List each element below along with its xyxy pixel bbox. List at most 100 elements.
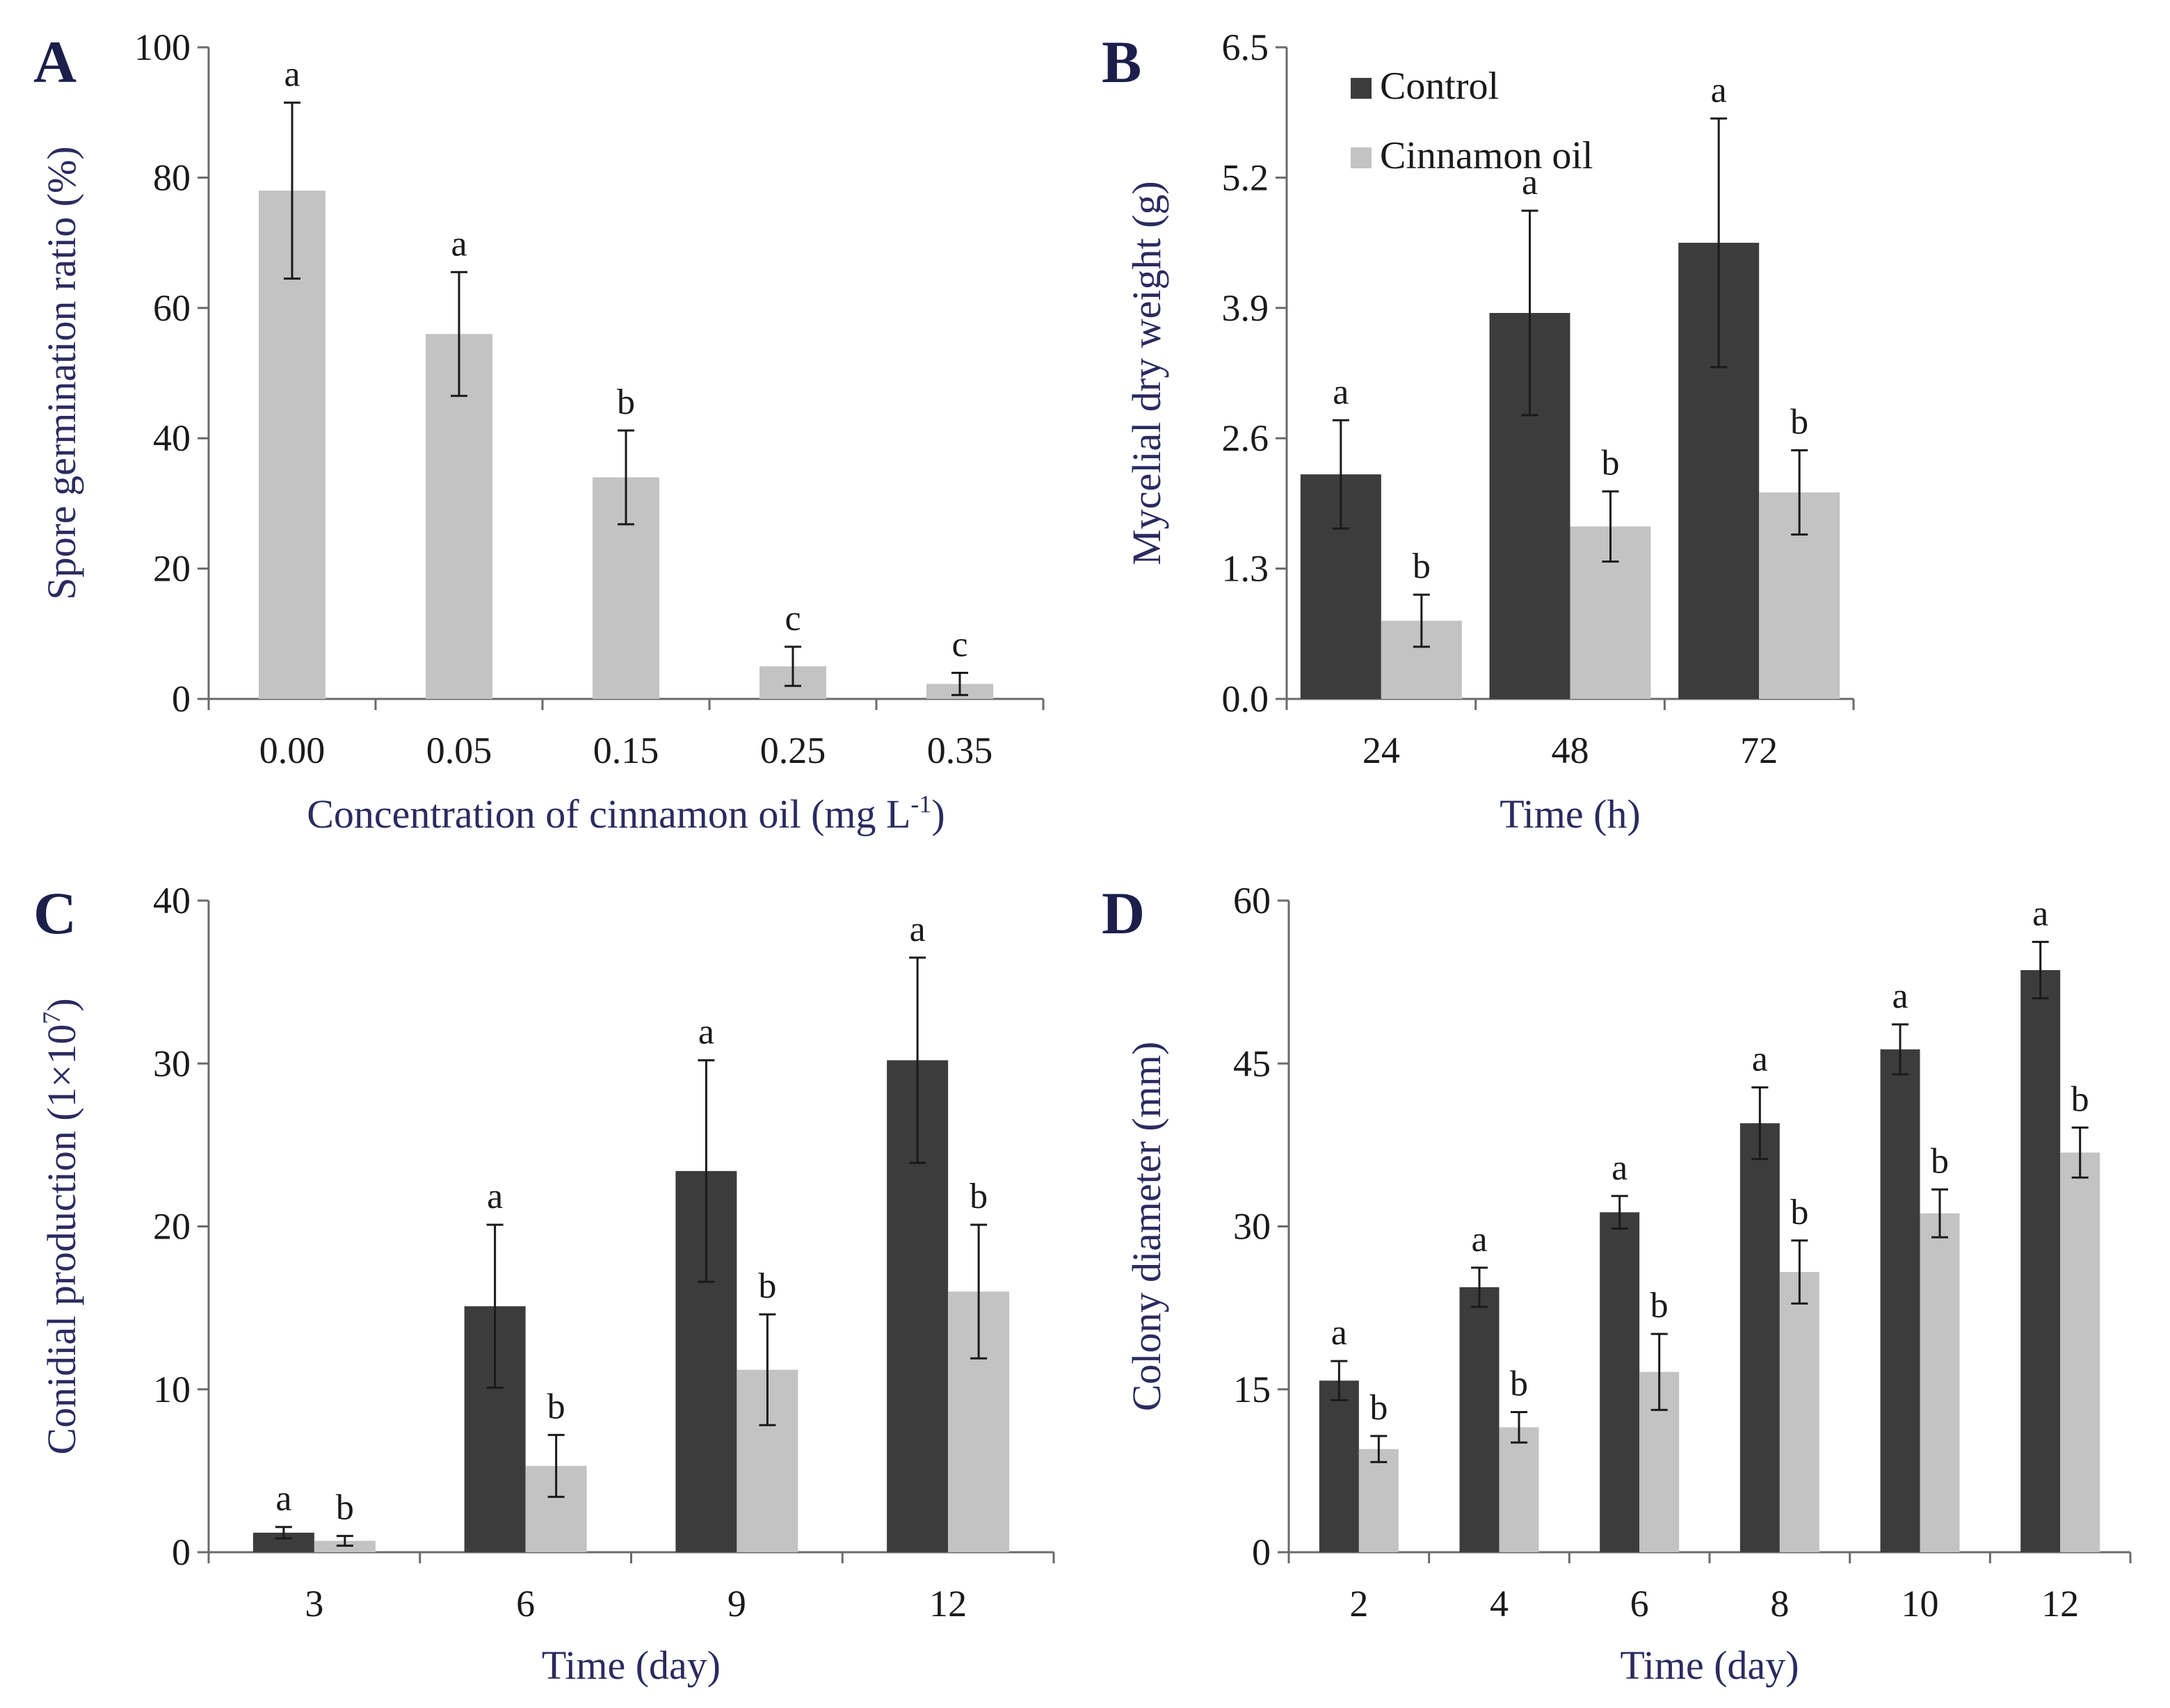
panel-d-y-tick-label: 60 bbox=[1233, 880, 1271, 921]
panel-d-x-tick-label: 4 bbox=[1490, 1583, 1509, 1625]
legend-swatch-cinnamon-oil bbox=[1351, 147, 1372, 168]
panel-d-significance-label: a bbox=[1612, 1148, 1628, 1188]
panel-c-significance-label: a bbox=[910, 910, 926, 949]
legend-label-control: Control bbox=[1380, 65, 1499, 108]
panel-a-y-axis-title: Spore germination ratio (%) bbox=[39, 146, 84, 599]
panel-d-y-axis-title: Colony diameter (mm) bbox=[1124, 1042, 1169, 1412]
panel-a-significance-label: c bbox=[951, 625, 967, 665]
panel-a-significance-label: b bbox=[617, 382, 635, 422]
panel-d-bar-cinnamon-oil-8 bbox=[1779, 1272, 1819, 1552]
panel-c-x-tick-label: 12 bbox=[929, 1583, 967, 1625]
panel-d-bar-cinnamon-oil-10 bbox=[1920, 1213, 1960, 1552]
panel-c-letter: C bbox=[33, 880, 77, 946]
panel-c-x-axis-title: Time (day) bbox=[542, 1643, 721, 1688]
panel-c-chart: C 0 10 20 30 40 a b 3 a b 6 a b 9 a b 12 Time (day) Conidi… bbox=[33, 880, 1055, 1688]
panel-a-x-tick-label: 0.35 bbox=[927, 730, 993, 771]
panel-a-y-tick-label: 60 bbox=[153, 287, 191, 329]
panel-d-bar-control-2 bbox=[1319, 1380, 1359, 1552]
panel-a-y-tick-label: 80 bbox=[153, 156, 191, 198]
panel-b-significance-label: b bbox=[1413, 547, 1431, 586]
panel-a-significance-label: a bbox=[451, 224, 467, 264]
panel-d-bar-cinnamon-oil-4 bbox=[1499, 1427, 1539, 1552]
panel-b-significance-label: a bbox=[1333, 372, 1349, 412]
panel-a-x-tick-label: 0.05 bbox=[426, 730, 492, 771]
panel-d-letter: D bbox=[1102, 880, 1145, 946]
panel-d-significance-label: b bbox=[1510, 1364, 1528, 1404]
panel-b-significance-label: b bbox=[1790, 402, 1808, 442]
panel-d-significance-label: a bbox=[1331, 1313, 1347, 1353]
panel-d-bar-control-12 bbox=[2020, 969, 2061, 1552]
panel-a-x-tick-label: 0.00 bbox=[259, 730, 326, 771]
panel-d-bar-control-8 bbox=[1739, 1123, 1780, 1552]
panel-b-y-tick-label: 3.9 bbox=[1222, 287, 1269, 329]
panel-a-chart: A 0 20 40 60 80 100 a 0.00 a 0.05 b 0.15 c 0.25 c 0.35 C… bbox=[33, 26, 1045, 837]
panel-d-significance-label: a bbox=[1471, 1220, 1487, 1259]
panel-b-y-tick-label: 1.3 bbox=[1222, 548, 1269, 590]
panel-b-significance-label: b bbox=[1602, 444, 1620, 483]
panel-c-significance-label: b bbox=[547, 1387, 565, 1426]
panel-c-significance-label: a bbox=[275, 1479, 291, 1519]
panel-a-x-tick-label: 0.15 bbox=[593, 730, 659, 771]
legend-swatch-control bbox=[1351, 78, 1372, 99]
panel-b-y-axis-title: Mycelial dry weight (g) bbox=[1124, 181, 1169, 565]
panel-d-y-tick-label: 0 bbox=[1252, 1531, 1271, 1573]
panel-d-x-tick-label: 6 bbox=[1630, 1583, 1649, 1625]
panel-d-x-tick-label: 8 bbox=[1770, 1583, 1789, 1625]
panel-b-y-tick-label: 0.0 bbox=[1222, 678, 1269, 720]
panel-d-y-tick-label: 30 bbox=[1233, 1206, 1271, 1248]
panel-b-chart: B Control Cinnamon oil 0.0 1.3 2.6 3.9 5.2 6.… bbox=[1102, 26, 1855, 837]
panel-a-y-tick-label: 0 bbox=[172, 678, 191, 720]
panel-c-significance-label: a bbox=[487, 1177, 503, 1216]
panel-d-bar-cinnamon-oil-2 bbox=[1358, 1449, 1399, 1552]
panel-a-significance-label: a bbox=[284, 55, 300, 95]
panel-a-letter: A bbox=[33, 29, 77, 95]
panel-c-x-tick-label: 9 bbox=[728, 1583, 746, 1625]
panel-d-x-tick-label: 10 bbox=[1902, 1583, 1939, 1625]
panel-c-y-tick-label: 10 bbox=[153, 1369, 191, 1410]
panel-c-significance-label: b bbox=[336, 1488, 354, 1528]
panel-b-x-tick-label: 72 bbox=[1740, 730, 1778, 771]
panel-c-y-tick-label: 40 bbox=[153, 880, 191, 921]
panel-b-y-tick-label: 2.6 bbox=[1222, 417, 1269, 459]
panel-d-significance-label: a bbox=[2032, 894, 2048, 933]
panel-b-x-axis-title: Time (h) bbox=[1500, 791, 1641, 837]
panel-a-x-tick-label: 0.25 bbox=[760, 730, 826, 771]
panel-a-y-tick-label: 40 bbox=[153, 417, 191, 459]
panel-b-x-tick-label: 24 bbox=[1363, 730, 1400, 771]
legend: Control Cinnamon oil bbox=[1351, 65, 1593, 177]
panel-a-significance-label: c bbox=[785, 599, 801, 638]
panel-d-bar-control-6 bbox=[1600, 1212, 1640, 1552]
panel-b-significance-label: a bbox=[1711, 70, 1727, 110]
panel-d-y-tick-label: 15 bbox=[1233, 1369, 1271, 1410]
panel-a-y-tick-label: 20 bbox=[153, 548, 191, 590]
panel-d-x-tick-label: 12 bbox=[2041, 1583, 2079, 1625]
panel-c-significance-label: b bbox=[970, 1177, 988, 1216]
panel-c-x-tick-label: 6 bbox=[516, 1583, 535, 1625]
panel-d-significance-label: b bbox=[1931, 1141, 1949, 1181]
panel-c-y-axis-title: Conidial production (1×107) bbox=[38, 998, 84, 1454]
panel-d-bar-cinnamon-oil-12 bbox=[2060, 1152, 2100, 1552]
panel-d-y-tick-label: 45 bbox=[1233, 1042, 1271, 1084]
panel-c-y-tick-label: 0 bbox=[172, 1531, 191, 1573]
panel-b-significance-label: a bbox=[1522, 163, 1538, 202]
panel-d-significance-label: a bbox=[1892, 976, 1908, 1016]
panel-b-x-tick-label: 48 bbox=[1552, 730, 1589, 771]
panel-b-y-tick-label: 5.2 bbox=[1222, 156, 1269, 198]
panel-d-x-tick-label: 2 bbox=[1349, 1583, 1368, 1625]
panel-a-x-axis-title: Concentration of cinnamon oil (mg L-1) bbox=[307, 790, 945, 837]
panel-d-significance-label: b bbox=[2071, 1079, 2089, 1119]
panel-c-y-tick-label: 30 bbox=[153, 1042, 191, 1084]
panel-d-bar-control-10 bbox=[1880, 1049, 1920, 1552]
panel-d-significance-label: a bbox=[1752, 1040, 1768, 1079]
legend-label-cinnamon-oil: Cinnamon oil bbox=[1380, 134, 1593, 177]
panel-c-significance-label: b bbox=[758, 1266, 776, 1306]
panel-d-bar-control-4 bbox=[1459, 1287, 1500, 1552]
panel-d-significance-label: b bbox=[1650, 1286, 1669, 1326]
panel-a-y-tick-label: 100 bbox=[134, 26, 191, 68]
panel-c-y-tick-label: 20 bbox=[153, 1206, 191, 1248]
panel-d-significance-label: b bbox=[1369, 1388, 1388, 1428]
panel-c-significance-label: a bbox=[698, 1013, 714, 1052]
panel-b-letter: B bbox=[1102, 29, 1141, 95]
